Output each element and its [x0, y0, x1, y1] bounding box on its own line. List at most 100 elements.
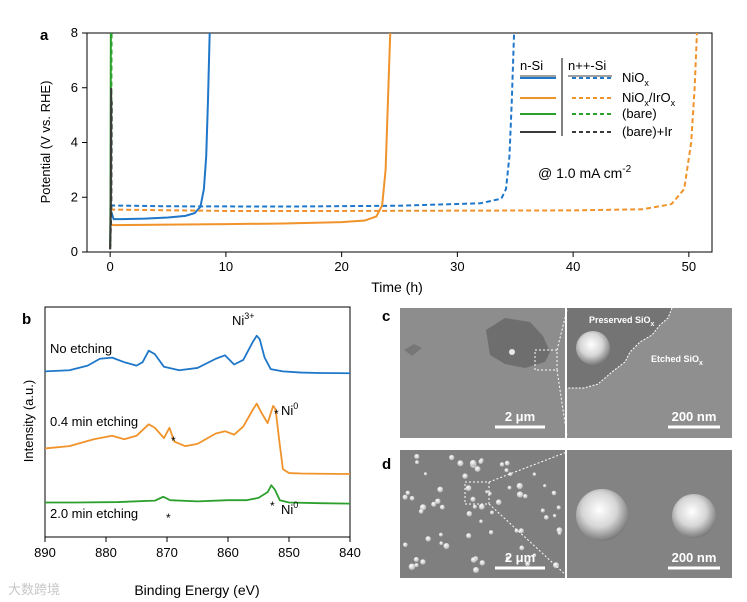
sem-d-dot — [423, 472, 428, 476]
a-xtick-label: 0 — [107, 259, 114, 274]
sem-c-preserved-region — [567, 308, 672, 388]
sem-d-dot — [557, 531, 562, 535]
panel-b-ticks: 890 880 870 860 850 840 — [34, 537, 361, 560]
sem-d-dot — [413, 557, 419, 562]
legend-label-bareir: (bare)+Ir — [622, 124, 673, 139]
sem-d-dot — [425, 536, 431, 542]
sem-d-dot — [457, 460, 464, 467]
panel-a-letter: a — [40, 27, 49, 44]
sem-d-dot — [418, 509, 424, 514]
sem-d-dot — [405, 490, 410, 495]
sem-d-dot — [478, 459, 483, 464]
sem-d-dot — [540, 508, 545, 513]
sem-d-particles — [402, 454, 563, 573]
panel-d-sem-right: 200 nm — [567, 450, 732, 578]
sem-c-scale-label-left: 2 μm — [505, 409, 535, 424]
sem-d-dot — [514, 528, 519, 533]
sem-d-zoom-line-1 — [488, 451, 568, 483]
sem-d-dot — [479, 519, 483, 524]
sem-c-etched-label: Etched SiOx — [651, 354, 703, 367]
sem-d-dot — [556, 527, 563, 534]
panel-b-ylabel: Intensity (a.u.) — [21, 380, 36, 462]
b-series-line-1 — [44, 402, 351, 475]
legend-label-nio: NiOx — [622, 70, 649, 88]
panel-b-letter: b — [22, 311, 31, 328]
sem-d-dot — [470, 496, 476, 502]
panel-a-series — [109, 32, 698, 250]
star-marker-2: * — [274, 407, 279, 421]
sem-d-dot — [556, 505, 561, 510]
sem-d-dot — [409, 496, 415, 501]
a-series-line-3 — [110, 32, 698, 212]
panel-d-letter: d — [382, 456, 391, 473]
sem-d-zoom-line-2 — [488, 503, 568, 577]
b-series-line-2 — [45, 484, 351, 505]
sem-d-dot — [504, 468, 509, 473]
legend-header-npp-si: n++-Si — [568, 58, 606, 73]
sem-c-preserved-label: Preserved SiOx — [589, 315, 655, 328]
b-xtick-label: 850 — [278, 545, 300, 560]
sem-d-dot — [508, 472, 513, 477]
b-xtick-label: 840 — [339, 545, 361, 560]
sem-d-dot — [507, 485, 512, 490]
sem-d-dot — [437, 486, 444, 493]
panel-a-xlabel: Time (h) — [371, 279, 423, 295]
sem-d-dot — [439, 532, 443, 537]
sem-d-dot — [415, 460, 419, 465]
panel-b-series — [44, 334, 351, 505]
a-ytick-label: 2 — [71, 189, 78, 204]
sem-d-left-bg — [400, 450, 565, 578]
legend-label-bare: (bare) — [622, 106, 657, 121]
sem-d-dot — [472, 504, 477, 509]
b-xtick-label: 890 — [34, 545, 56, 560]
a-xtick-label: 40 — [566, 259, 580, 274]
sem-d-dot — [525, 561, 531, 567]
sem-d-nanoparticle-1 — [576, 489, 628, 541]
a-ytick-label: 4 — [71, 135, 78, 150]
sem-d-dot — [403, 542, 408, 548]
label-ni0-lower: Ni0 — [281, 500, 298, 517]
a-series-line-0 — [109, 32, 211, 221]
panel-a-legend: n-Si n++-Si NiOx NiOx/IrOx (bare) (bare)… — [520, 58, 676, 139]
legend-header-n-si: n-Si — [520, 58, 543, 73]
b-series-line-0 — [44, 334, 351, 375]
watermark: 大数跨境 — [8, 582, 60, 597]
panel-a-annotation: @ 1.0 mA cm-2 — [538, 164, 632, 181]
a-ytick-label: 6 — [71, 80, 78, 95]
sem-c-boundary — [567, 307, 673, 389]
sem-d-dot — [473, 567, 479, 573]
panel-a-axes-frame — [86, 32, 713, 253]
sem-c-particle — [509, 349, 515, 355]
panel-c-sem-left: 2 μm — [400, 308, 565, 438]
a-ytick-label: 0 — [71, 244, 78, 259]
sem-d-dot — [478, 503, 485, 510]
sem-d-dot — [414, 454, 420, 459]
a-series-line-2 — [109, 32, 392, 227]
sem-c-etched-region — [486, 318, 550, 368]
sem-d-dot — [499, 462, 505, 467]
sem-d-dot — [519, 545, 525, 551]
panel-d-sem-left: 2 μm — [400, 450, 565, 578]
sem-d-dot — [420, 559, 426, 565]
sem-d-dot — [474, 466, 481, 472]
sem-d-dot — [439, 541, 444, 545]
sem-d-dot — [504, 460, 510, 466]
sem-d-dot — [462, 473, 468, 479]
sem-c-speck — [404, 344, 422, 356]
sem-d-dot — [516, 491, 524, 498]
sem-d-dot — [414, 563, 419, 568]
sem-d-dot — [488, 530, 494, 535]
sem-d-dot — [479, 560, 485, 566]
sem-d-scale-label-right: 200 nm — [672, 550, 717, 565]
sem-d-dot — [465, 485, 472, 491]
a-xtick-label: 30 — [450, 259, 464, 274]
sem-d-dot — [469, 459, 477, 467]
a-xtick-label: 50 — [682, 259, 696, 274]
sem-d-scale-label-left: 2 μm — [505, 550, 535, 565]
sem-c-zoom-line-1 — [556, 309, 568, 351]
sem-d-dot — [466, 533, 472, 539]
a-series-line-7 — [109, 101, 113, 250]
sem-d-dot — [466, 511, 472, 517]
a-ytick-label: 8 — [71, 25, 78, 40]
sem-d-dot — [552, 514, 557, 518]
